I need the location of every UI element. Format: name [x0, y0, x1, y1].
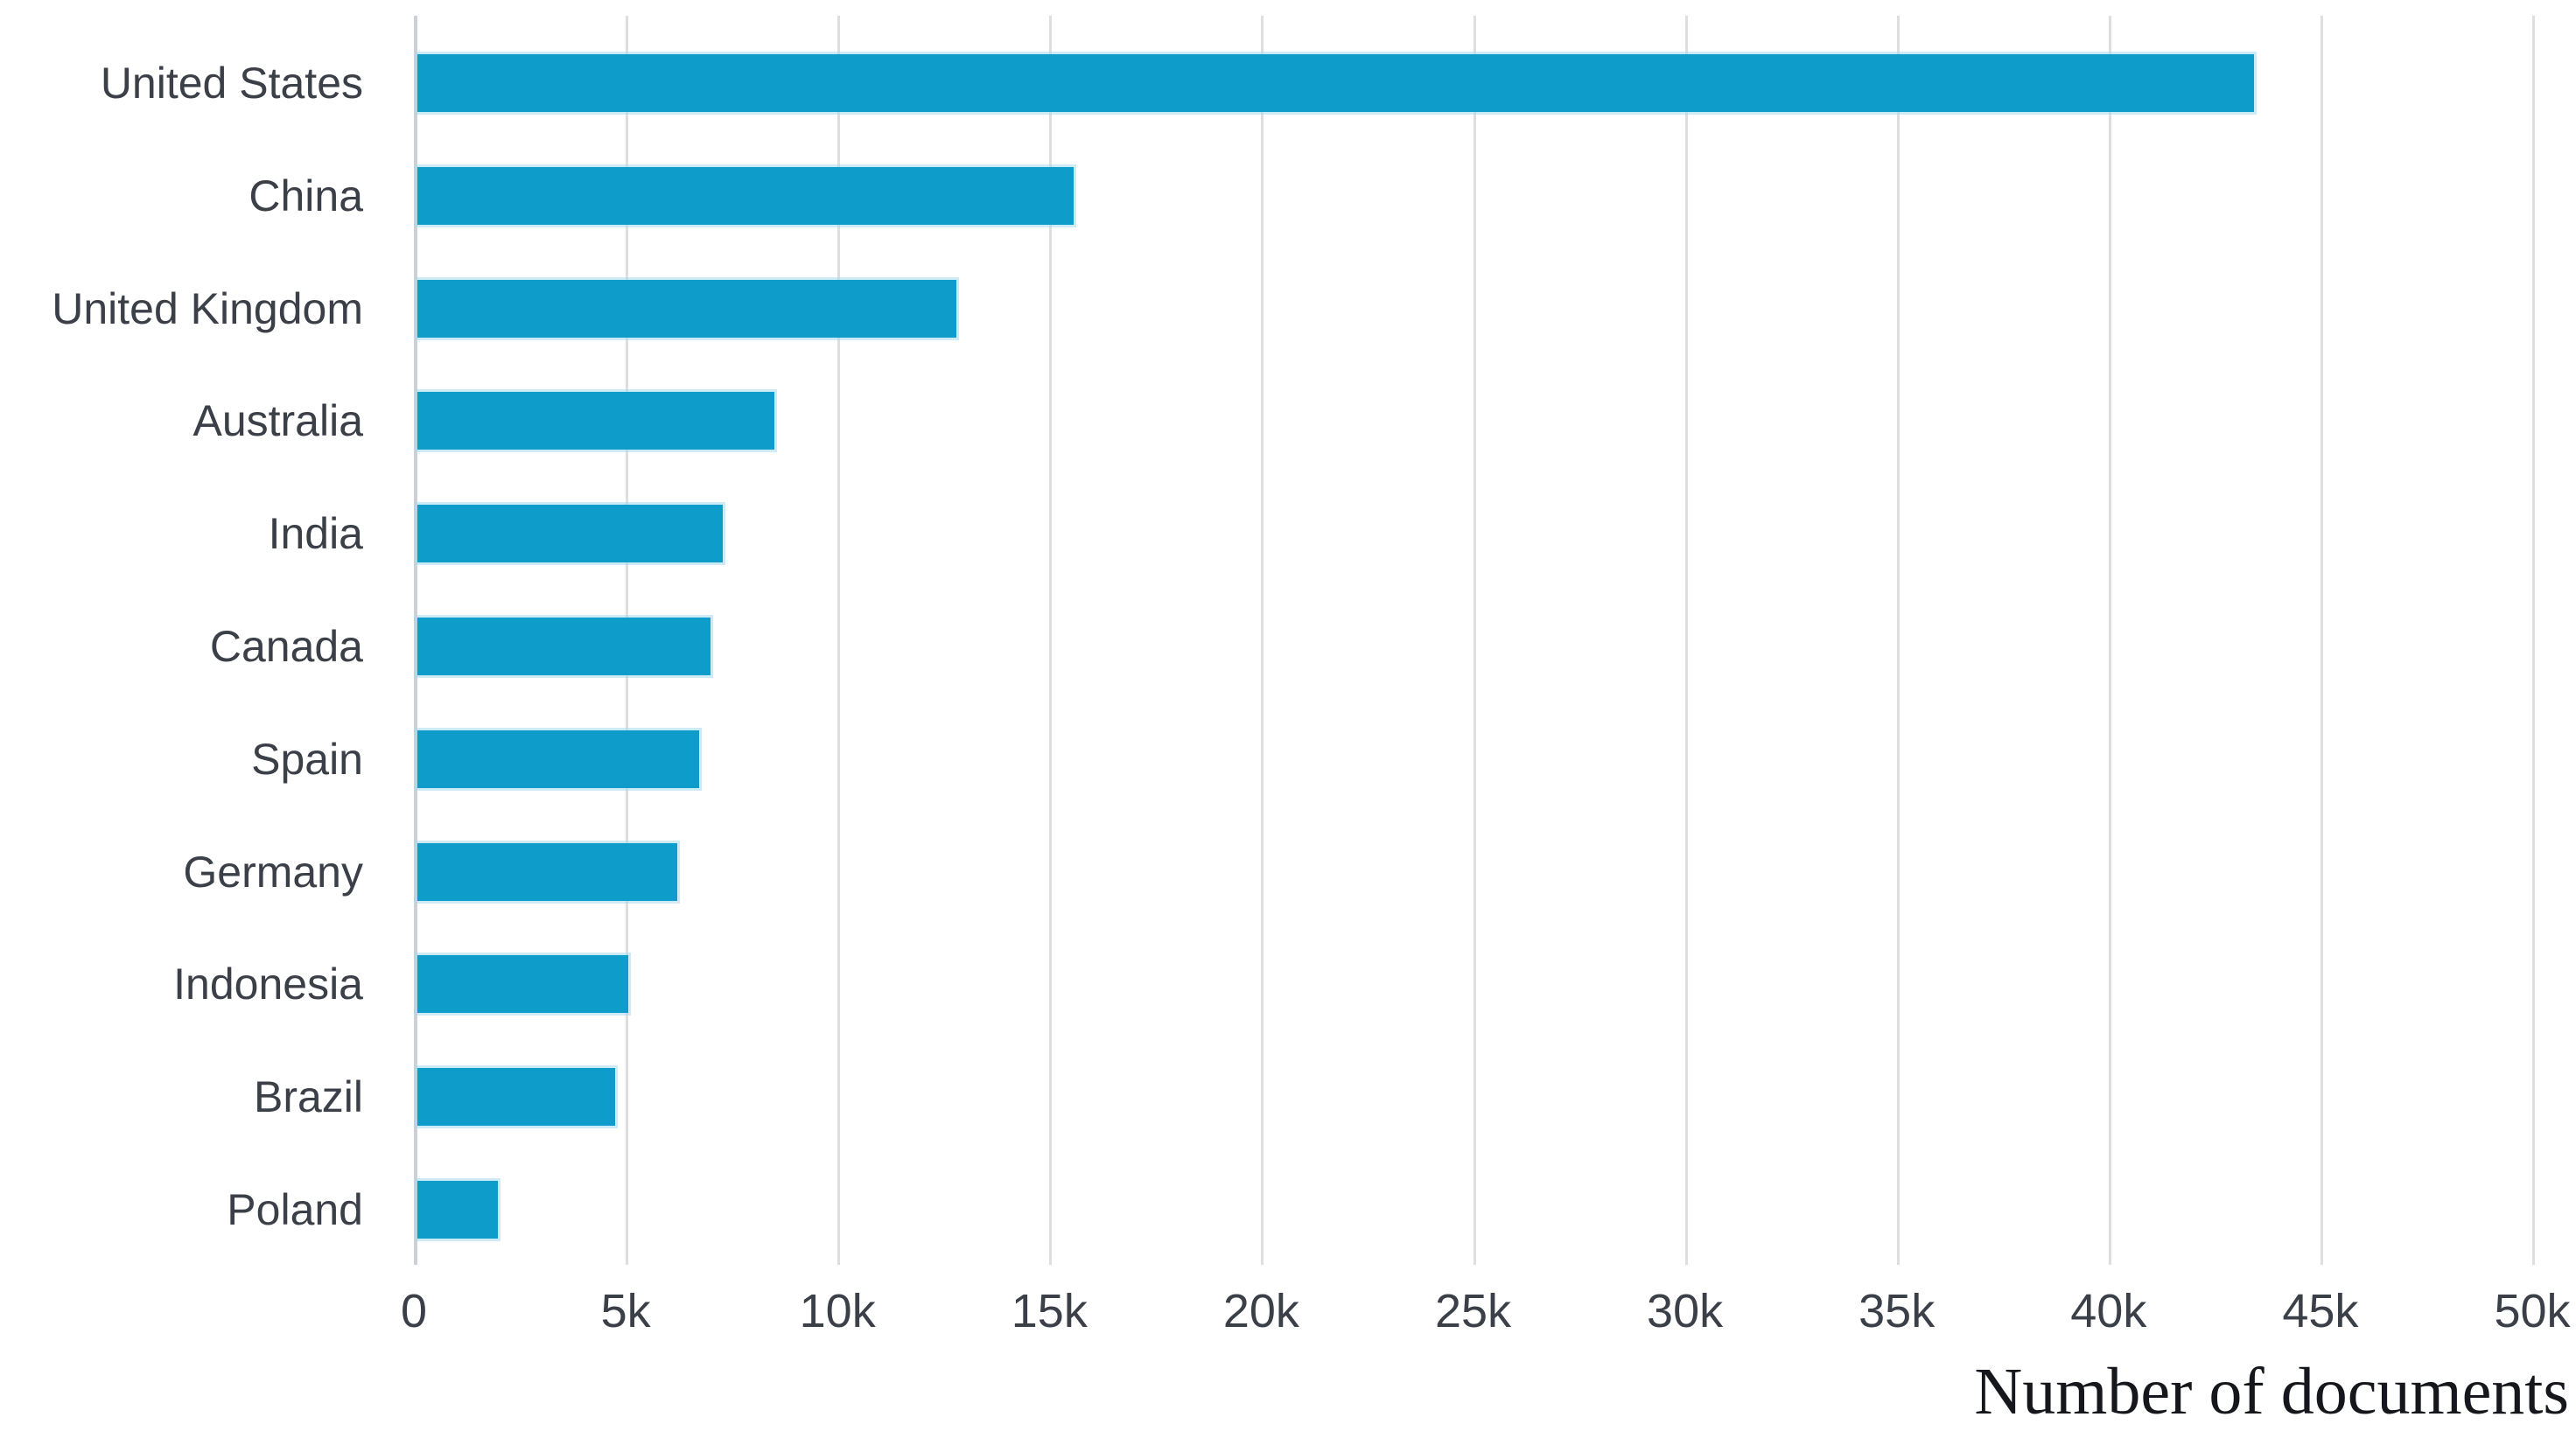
y-axis-category-labels: United States China United Kingdom Australi…: [0, 16, 381, 1265]
gridline-25k: [1473, 16, 1476, 1265]
bar-poland[interactable]: [417, 1181, 498, 1239]
x-tick-label: 25k: [1434, 1285, 1512, 1337]
x-tick-label: 15k: [1011, 1285, 1088, 1337]
gridline-45k: [2320, 16, 2323, 1265]
x-axis-tick-labels: 0 5k 10k 15k 20k 25k 30k 35k 40k 45k 50k: [0, 1284, 2576, 1354]
x-tick-label: 5k: [600, 1285, 651, 1337]
bar-spain[interactable]: [417, 729, 699, 788]
bar-australia[interactable]: [417, 392, 775, 450]
category-label-poland: Poland: [227, 1185, 363, 1234]
y-axis-line: [414, 16, 417, 1265]
category-label-india: India: [268, 509, 363, 559]
gridline-40k: [2108, 16, 2111, 1265]
x-tick-label: 30k: [1647, 1285, 1724, 1337]
category-label-brazil: Brazil: [253, 1072, 363, 1122]
bar-india[interactable]: [417, 505, 724, 563]
category-label-china: China: [248, 171, 363, 220]
x-tick-label: 35k: [1858, 1285, 1936, 1337]
category-label-united-states: United States: [100, 59, 363, 108]
bar-germany[interactable]: [417, 842, 677, 901]
category-label-canada: Canada: [209, 622, 363, 671]
bar-china[interactable]: [417, 166, 1074, 225]
gridline-20k: [1261, 16, 1264, 1265]
category-label-australia: Australia: [192, 396, 363, 446]
x-tick-label: 50k: [2494, 1285, 2571, 1337]
gridline-35k: [1896, 16, 1900, 1265]
x-axis-title: Number of documents: [1974, 1355, 2569, 1428]
bar-brazil[interactable]: [417, 1068, 616, 1127]
bar-united-kingdom[interactable]: [417, 279, 956, 338]
category-label-spain: Spain: [251, 734, 363, 784]
x-tick-label: 0: [400, 1285, 428, 1337]
bar-indonesia[interactable]: [417, 955, 629, 1014]
bar-united-states[interactable]: [417, 54, 2254, 112]
x-tick-label: 45k: [2282, 1285, 2359, 1337]
x-tick-label: 40k: [2070, 1285, 2147, 1337]
category-label-germany: Germany: [183, 847, 363, 897]
gridline-50k: [2532, 16, 2535, 1265]
x-tick-label: 10k: [799, 1285, 876, 1337]
bar-canada[interactable]: [417, 618, 711, 675]
category-label-united-kingdom: United Kingdom: [52, 283, 363, 333]
gridline-30k: [1684, 16, 1688, 1265]
category-label-indonesia: Indonesia: [173, 960, 363, 1009]
plot-area: [414, 16, 2535, 1265]
gridline-10k: [837, 16, 841, 1265]
gridline-15k: [1049, 16, 1053, 1265]
x-tick-label: 20k: [1222, 1285, 1299, 1337]
